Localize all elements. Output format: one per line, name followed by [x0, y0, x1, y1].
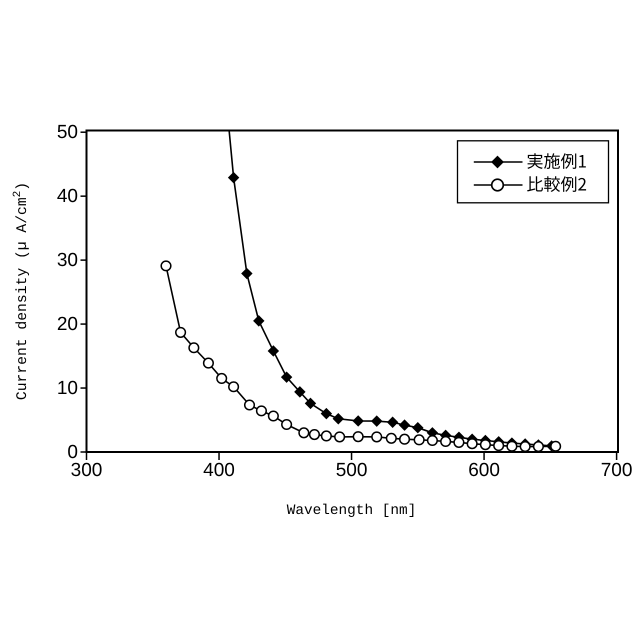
svg-text:40: 40: [57, 186, 78, 207]
svg-text:700: 700: [601, 460, 633, 481]
svg-text:10: 10: [57, 378, 78, 399]
svg-text:600: 600: [468, 460, 500, 481]
svg-text:20: 20: [57, 314, 78, 335]
svg-text:30: 30: [57, 250, 78, 271]
svg-text:500: 500: [336, 460, 368, 481]
svg-text:実施例1: 実施例1: [527, 148, 587, 173]
svg-text:比較例2: 比較例2: [527, 171, 587, 196]
svg-text:400: 400: [203, 460, 235, 481]
svg-text:300: 300: [71, 460, 103, 481]
svg-text:50: 50: [57, 122, 78, 143]
svg-text:0: 0: [67, 442, 78, 463]
svg-text:Wavelength [nm]: Wavelength [nm]: [287, 503, 417, 519]
svg-text:Current density (µ A/cm2): Current density (µ A/cm2): [12, 182, 31, 400]
